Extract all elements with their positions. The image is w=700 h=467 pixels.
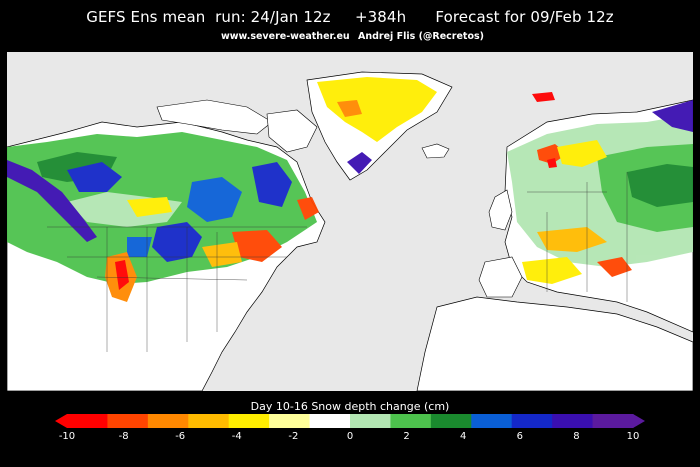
map-title: GEFS Ens mean run: 24/Jan 12z +384h Fore… xyxy=(86,8,614,26)
legend-title: Day 10-16 Snow depth change (cm) xyxy=(250,400,450,413)
land-iberia xyxy=(478,256,523,298)
colorbar-tick-label: -6 xyxy=(175,431,186,442)
colorbar xyxy=(55,414,645,428)
land-iceland xyxy=(421,143,450,159)
colorbar-tick-label: 8 xyxy=(573,431,580,442)
political-borders xyxy=(47,172,628,352)
colorbar-max-arrow xyxy=(633,414,645,428)
colorbar-segment xyxy=(471,414,513,428)
colorbar-tick-label: 2 xyxy=(403,431,410,442)
colorbar-segment xyxy=(147,414,189,428)
site-credit: www.severe-weather.eu xyxy=(221,31,350,42)
colorbar-segment xyxy=(228,414,270,428)
snow-change-overlay xyxy=(7,77,693,302)
colorbar-segment xyxy=(350,414,391,428)
colorbar-segment xyxy=(511,414,553,428)
colorbar-tick-label: 0 xyxy=(346,431,354,442)
colorbar-segment xyxy=(552,414,594,428)
colorbar-segment xyxy=(188,414,230,428)
colorbar-segment xyxy=(67,414,108,428)
map-canvas xyxy=(7,52,693,391)
colorbar-tick-label: 4 xyxy=(460,431,467,442)
colorbar-tick-label: -10 xyxy=(58,431,76,442)
colorbar-tick-label: -4 xyxy=(231,431,242,442)
forecast-map xyxy=(7,52,693,391)
colorbar-min-arrow xyxy=(55,414,67,428)
colorbar-segment xyxy=(309,414,351,428)
colorbar-tick-label: 10 xyxy=(626,431,640,442)
land-uk xyxy=(488,189,513,231)
colorbar-tick-label: -8 xyxy=(118,431,129,442)
colorbar-tick-label: 6 xyxy=(516,431,523,442)
colorbar-segment xyxy=(107,414,149,428)
land-africa xyxy=(416,296,693,391)
colorbar-tick-label: -2 xyxy=(288,431,299,442)
colorbar-segment xyxy=(430,414,472,428)
land-arctic-islands xyxy=(156,99,273,135)
colorbar-segment xyxy=(592,414,634,428)
colorbar-segment xyxy=(269,414,311,428)
author-credit: Andrej Flis (@Recretos) xyxy=(358,31,484,42)
land-baffin xyxy=(266,109,318,153)
colorbar-segment xyxy=(390,414,432,428)
